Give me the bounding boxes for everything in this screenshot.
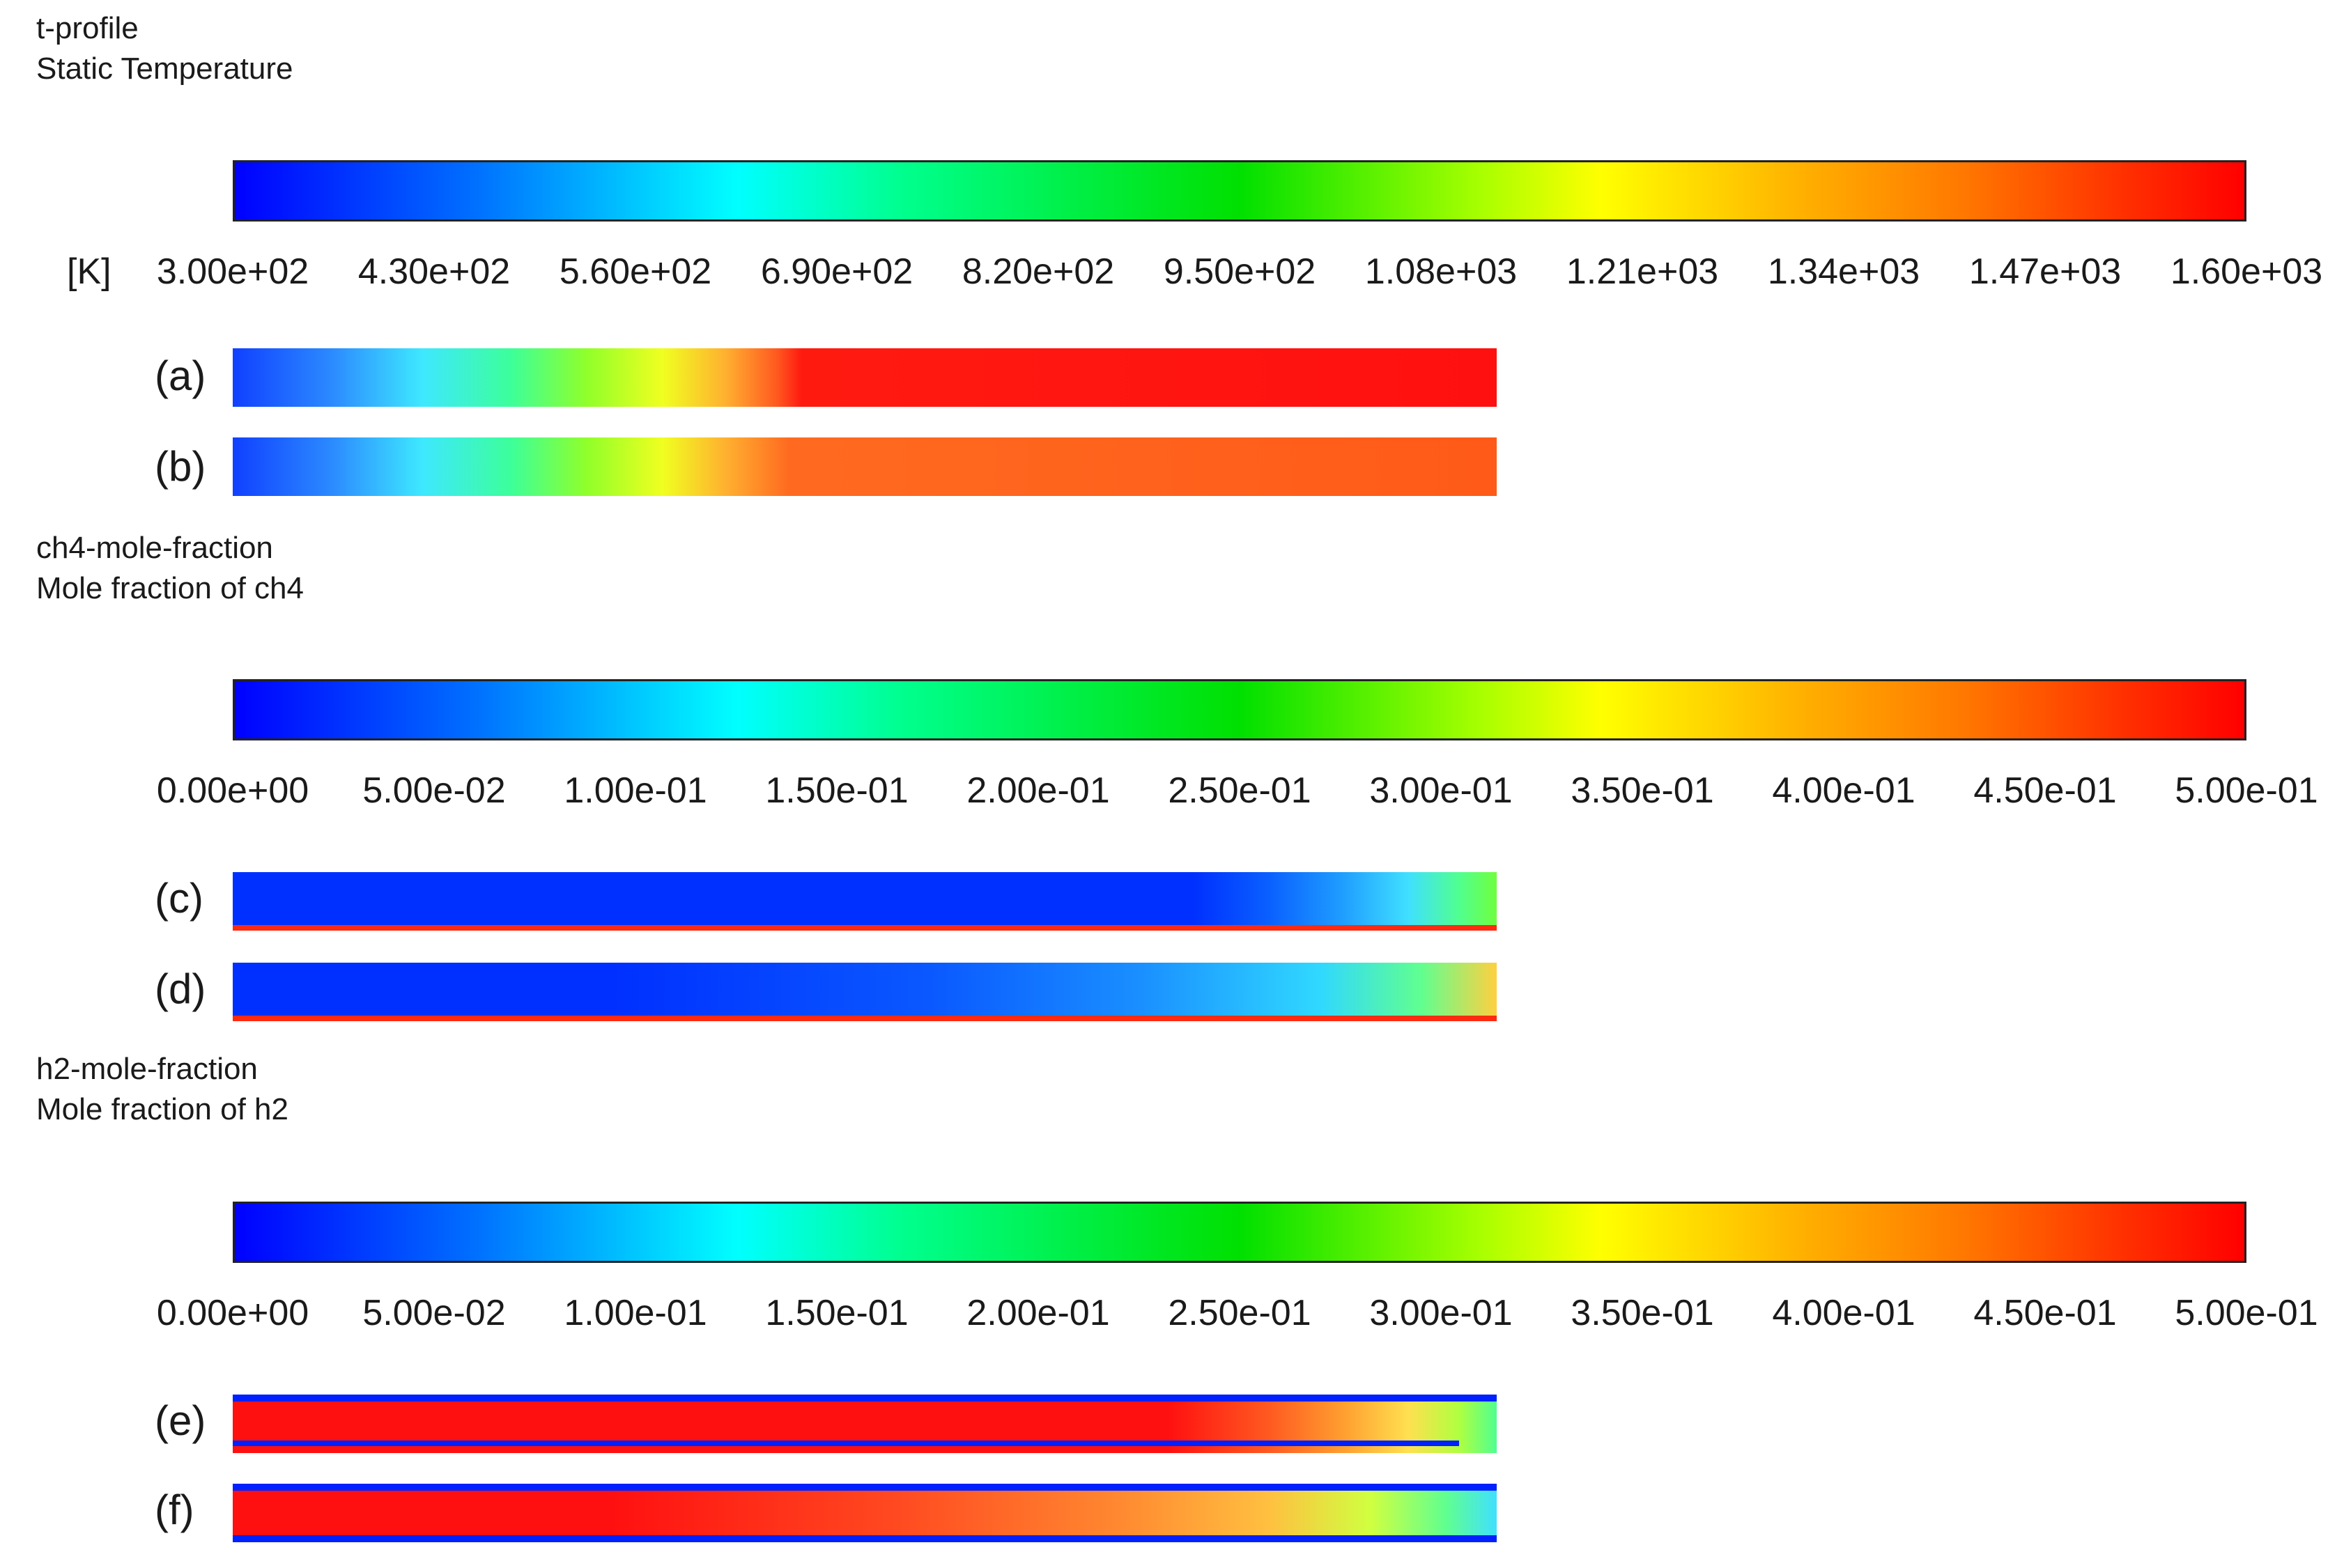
tick-label: 4.50e-01 bbox=[1973, 770, 2117, 811]
h2-title: h2-mole-fraction bbox=[36, 1052, 258, 1086]
tick-label: 1.00e-01 bbox=[564, 770, 707, 811]
tick-label: 5.60e+02 bbox=[559, 251, 712, 292]
temperature-title: t-profile bbox=[36, 11, 139, 45]
wall-boundary bbox=[233, 1484, 1497, 1491]
tick-label: 5.00e-01 bbox=[2175, 1293, 2318, 1333]
tick-label: 1.34e+03 bbox=[1767, 251, 1920, 292]
tick-label: 2.50e-01 bbox=[1168, 770, 1311, 811]
tick-label: 1.50e-01 bbox=[765, 1293, 909, 1333]
tick-label: 3.00e-01 bbox=[1369, 1293, 1513, 1333]
temperature-header: t-profile Static Temperature bbox=[36, 8, 293, 89]
tick-label: 0.00e+00 bbox=[156, 770, 309, 811]
wall-boundary bbox=[233, 1441, 1459, 1446]
tick-label: 1.47e+03 bbox=[1968, 251, 2122, 292]
tick-label: 3.50e-01 bbox=[1571, 770, 1714, 811]
temperature-subtitle: Static Temperature bbox=[36, 52, 293, 86]
h2-tick-labels: 0.00e+00 5.00e-02 1.00e-01 1.50e-01 2.00… bbox=[139, 1292, 2327, 1334]
contour-strip-f bbox=[233, 1484, 1497, 1542]
tick-label: 2.00e-01 bbox=[966, 770, 1110, 811]
ch4-title: ch4-mole-fraction bbox=[36, 531, 273, 565]
tick-label: 1.60e+03 bbox=[2170, 251, 2323, 292]
tick-label: 3.50e-01 bbox=[1571, 1293, 1714, 1333]
ch4-subtitle: Mole fraction of ch4 bbox=[36, 571, 304, 605]
h2-header: h2-mole-fraction Mole fraction of h2 bbox=[36, 1049, 288, 1130]
panel-label-e: (e) bbox=[155, 1397, 206, 1444]
tick-label: 4.30e+02 bbox=[357, 251, 511, 292]
h2-colorbar bbox=[233, 1202, 2246, 1263]
tick-label: 1.50e-01 bbox=[765, 770, 909, 811]
tick-label: 1.00e-01 bbox=[564, 1293, 707, 1333]
temperature-tick-labels: 3.00e+02 4.30e+02 5.60e+02 6.90e+02 8.20… bbox=[139, 251, 2327, 293]
tick-label: 0.00e+00 bbox=[156, 1293, 309, 1333]
temperature-unit: [K] bbox=[67, 251, 111, 292]
contour-strip-b bbox=[233, 437, 1497, 496]
tick-label: 4.50e-01 bbox=[1973, 1293, 2117, 1333]
tick-label: 5.00e-02 bbox=[362, 1293, 506, 1333]
tick-label: 4.00e-01 bbox=[1772, 770, 1915, 811]
panel-label-d: (d) bbox=[155, 965, 206, 1012]
tick-label: 3.00e-01 bbox=[1369, 770, 1513, 811]
ch4-colorbar bbox=[233, 679, 2246, 740]
tick-label: 5.00e-02 bbox=[362, 770, 506, 811]
tick-label: 6.90e+02 bbox=[760, 251, 913, 292]
contour-strip-e bbox=[233, 1395, 1497, 1453]
panel-label-f: (f) bbox=[155, 1487, 194, 1533]
h2-subtitle: Mole fraction of h2 bbox=[36, 1092, 288, 1126]
tick-label: 1.21e+03 bbox=[1566, 251, 1719, 292]
tick-label: 5.00e-01 bbox=[2175, 770, 2318, 811]
panel-label-a: (a) bbox=[155, 352, 206, 399]
tick-label: 8.20e+02 bbox=[962, 251, 1115, 292]
tick-label: 4.00e-01 bbox=[1772, 1293, 1915, 1333]
tick-label: 3.00e+02 bbox=[156, 251, 309, 292]
panel-label-b: (b) bbox=[155, 443, 206, 490]
tick-label: 1.08e+03 bbox=[1364, 251, 1518, 292]
contour-strip-a bbox=[233, 348, 1497, 407]
ch4-tick-labels: 0.00e+00 5.00e-02 1.00e-01 1.50e-01 2.00… bbox=[139, 770, 2327, 812]
tick-label: 9.50e+02 bbox=[1163, 251, 1316, 292]
contour-strip-c bbox=[233, 872, 1497, 931]
wall-boundary bbox=[233, 1535, 1497, 1542]
wall-boundary bbox=[233, 1016, 1497, 1021]
temperature-colorbar bbox=[233, 160, 2246, 222]
ch4-header: ch4-mole-fraction Mole fraction of ch4 bbox=[36, 528, 304, 609]
contour-strip-d bbox=[233, 963, 1497, 1021]
wall-boundary bbox=[233, 1395, 1497, 1402]
panel-label-c: (c) bbox=[155, 875, 203, 922]
tick-label: 2.50e-01 bbox=[1168, 1293, 1311, 1333]
wall-boundary bbox=[233, 925, 1497, 931]
tick-label: 2.00e-01 bbox=[966, 1293, 1110, 1333]
